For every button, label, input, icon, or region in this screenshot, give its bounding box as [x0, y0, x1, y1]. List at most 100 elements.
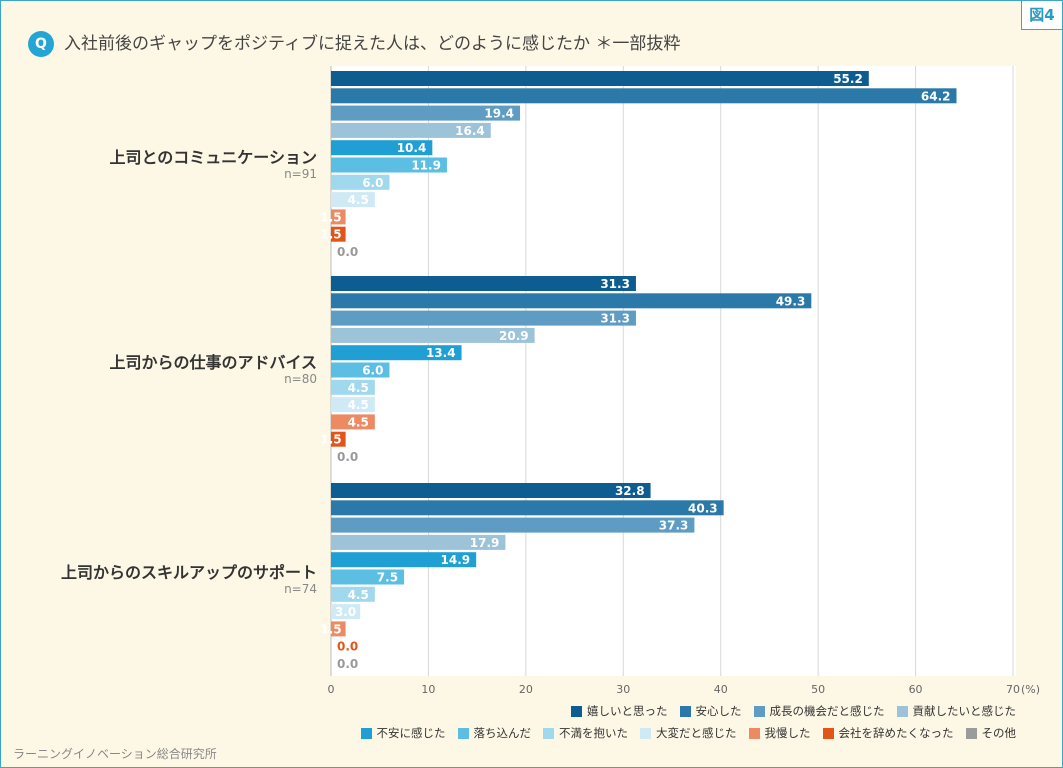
- x-tick-label: 30: [616, 683, 630, 696]
- x-tick-label: 40: [714, 683, 728, 696]
- bar: [331, 157, 447, 173]
- data-label: 31.3: [600, 277, 630, 291]
- data-label: 0.0: [337, 450, 358, 464]
- legend-swatch: [640, 727, 651, 739]
- data-label: 64.2: [921, 89, 951, 103]
- legend-swatch: [965, 727, 977, 739]
- bar: [331, 397, 375, 413]
- legend-label: 我慢した: [764, 726, 811, 740]
- bar: [331, 88, 957, 104]
- bar-chart: 0 10 20 30 40 50 60 70 (%) 55.2 64.2 19.4 16.4 10.4 11…: [320, 66, 1040, 696]
- bar: [331, 569, 405, 585]
- data-label: 4.5: [348, 398, 369, 412]
- legend-label: 不満を抱いた: [559, 726, 628, 740]
- legend-item: 会社を辞めたくなった: [822, 725, 954, 741]
- legend-item: 我慢した: [748, 725, 811, 741]
- data-label: 3.0: [335, 605, 356, 619]
- group-title: 上司からのスキルアップのサポート: [60, 563, 317, 582]
- bar: [331, 122, 491, 138]
- legend-swatch: [571, 705, 582, 717]
- legend-item: 落ち込んだ: [457, 725, 532, 741]
- legend-item: 安心した: [679, 703, 742, 719]
- group-n: n=74: [284, 582, 317, 596]
- legend-item: 不安に感じた: [360, 725, 446, 741]
- x-unit-label: (%): [1021, 683, 1040, 696]
- data-label: 1.5: [320, 622, 341, 636]
- x-tick-label: 0: [328, 683, 335, 696]
- legend-row: 嬉しいと思った 安心した 成長の機会だと感じた 貢献したいと感じた: [571, 703, 1016, 719]
- group-title: 上司とのコミュニケーション: [109, 148, 317, 167]
- legend-label: 大変だと感じた: [656, 726, 737, 740]
- bar: [331, 414, 375, 430]
- legend-item: 嬉しいと思った: [571, 703, 668, 719]
- legend-swatch: [748, 727, 760, 739]
- legend-swatch: [543, 727, 554, 739]
- bar: [331, 140, 433, 156]
- question-badge: Q: [28, 31, 54, 57]
- data-label: 6.0: [362, 364, 383, 378]
- bar: [331, 586, 375, 602]
- legend-swatch: [457, 727, 469, 739]
- legend-label: 不安に感じた: [376, 726, 446, 740]
- data-label: 4.5: [348, 193, 369, 207]
- data-label: 4.5: [348, 381, 369, 395]
- legend-row: 不安に感じた 落ち込んだ 不満を抱いた 大変だと感じた 我慢した 会社を辞めたくなった その…: [360, 725, 1017, 741]
- bar: [331, 310, 636, 326]
- plot-area: 0 10 20 30 40 50 60 70 (%) 55.2 64.2 19.4 16.4 10.4 11…: [320, 66, 1040, 696]
- legend-swatch: [753, 705, 765, 717]
- data-label: 1.5: [320, 433, 341, 447]
- data-label: 4.5: [348, 588, 369, 602]
- bar: [331, 483, 651, 498]
- x-tick-label: 10: [421, 683, 435, 696]
- question-title: 入社前後のギャップをポジティブに捉えた人は、どのように感じたか ＊一部抜粋: [64, 34, 681, 54]
- legend-swatch: [679, 705, 691, 717]
- bar: [331, 431, 346, 447]
- bar: [331, 517, 695, 533]
- data-label: 4.5: [348, 415, 369, 429]
- data-label: 1.5: [320, 210, 341, 224]
- bar: [331, 534, 506, 550]
- bar: [331, 192, 375, 208]
- legend-label: 成長の機会だと感じた: [769, 704, 885, 718]
- bar: [331, 362, 390, 378]
- data-label: 20.9: [499, 329, 529, 343]
- data-label: 11.9: [411, 159, 441, 173]
- legend-label: 貢献したいと感じた: [912, 704, 1017, 718]
- data-label: 40.3: [688, 501, 718, 515]
- legend-label: 落ち込んだ: [473, 726, 532, 740]
- data-label: 0.0: [337, 640, 358, 654]
- legend-label: その他: [981, 726, 1017, 740]
- data-label: 32.8: [615, 484, 645, 498]
- legend-swatch: [896, 705, 908, 717]
- legend-swatch: [822, 727, 834, 739]
- legend-item: その他: [965, 725, 1017, 741]
- data-label: 55.2: [833, 72, 863, 86]
- bar: [331, 604, 361, 620]
- bar: [331, 209, 346, 225]
- bar: [331, 226, 346, 242]
- source-credit: ラーニングイノベーション総合研究所: [13, 747, 217, 761]
- legend-label: 嬉しいと思った: [587, 704, 668, 718]
- legend-label: 安心した: [695, 704, 742, 718]
- data-label: 16.4: [455, 124, 485, 138]
- bar: [331, 293, 812, 309]
- data-label: 10.4: [397, 141, 427, 155]
- bar: [331, 174, 390, 190]
- data-label: 0.0: [337, 657, 358, 671]
- data-label: 0.0: [337, 245, 358, 259]
- figure-label: 図4: [1021, 1, 1062, 30]
- data-label: 6.0: [362, 176, 383, 190]
- legend-swatch: [360, 727, 372, 739]
- data-label: 7.5: [377, 571, 398, 585]
- bar: [331, 345, 462, 361]
- data-label: 19.4: [484, 107, 514, 121]
- data-label: 31.3: [600, 312, 630, 326]
- data-label: 17.9: [470, 536, 500, 550]
- bar: [331, 105, 521, 121]
- legend-item: 成長の機会だと感じた: [753, 703, 885, 719]
- bar: [331, 276, 636, 291]
- legend-item: 大変だと感じた: [640, 725, 737, 741]
- legend-item: 貢献したいと感じた: [896, 703, 1017, 719]
- group-n: n=91: [284, 167, 317, 181]
